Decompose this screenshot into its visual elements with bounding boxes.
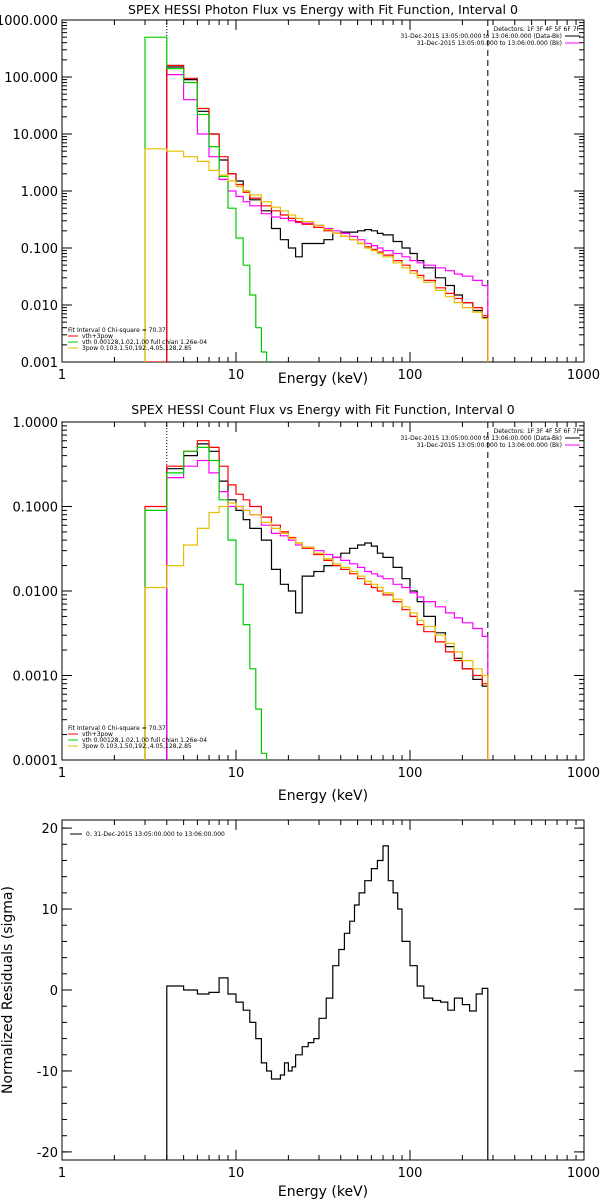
legend-top: 0. 31-Dec-2015 13:05:00.000 to 13:06:00.… <box>70 831 225 838</box>
data-series-group <box>144 20 489 362</box>
data-series-group <box>144 422 489 760</box>
y-tick-label: 100.000 <box>4 71 58 86</box>
legend-header: Fit Interval 0 Chi-square = 70.37 <box>68 725 166 732</box>
series-line-3pow <box>144 502 489 760</box>
y-tick-label: 0.1000 <box>13 501 59 516</box>
legend-entry-text: 31-Dec-2015 13:05:00.000 to 13:06:00.000… <box>417 40 562 47</box>
legend-entry-text: 31-Dec-2015 13:05:00.000 to 13:06:00.000… <box>400 33 562 40</box>
plot-frame <box>61 819 585 1161</box>
x-tick-label: 100 <box>398 1166 423 1181</box>
y-tick-label: 0.100 <box>21 242 58 257</box>
chart-title: SPEX HESSI Photon Flux vs Energy with Fi… <box>128 2 518 17</box>
y-tick-label: 0.010 <box>21 299 58 314</box>
series-line-data-bk <box>166 66 489 362</box>
chart-panel-3: 1 10 100 1000 -20 -10 0 10 20 Energy (keV) Normali… <box>0 819 600 1200</box>
y-tick-label: -10 <box>37 1065 58 1080</box>
plot-frame <box>61 19 585 363</box>
x-tick-label: 1 <box>58 766 66 781</box>
y-tick-label: 1.0000 <box>13 416 59 431</box>
series-line-vth <box>144 36 268 362</box>
legend-entry-text: 31-Dec-2015 13:05:00.000 to 13:06:00.000… <box>400 435 562 442</box>
chart-panel-1: SPEX HESSI Photon Flux vs Energy with Fi… <box>0 2 600 387</box>
x-axis-label: Energy (keV) <box>278 371 368 387</box>
legend-bottom: Fit Interval 0 Chi-square = 70.37vth+3po… <box>68 725 207 750</box>
series-line-bk <box>166 74 489 362</box>
x-axis-label: Energy (keV) <box>278 788 368 804</box>
x-tick-label: 1000 <box>567 1166 600 1181</box>
y-axis-label: Normalized Residuals (sigma) <box>0 886 16 1094</box>
x-tick-label: 1000 <box>567 368 600 383</box>
y-tick-label: 10 <box>41 903 58 918</box>
y-tick-label: 1000.000 <box>0 14 58 29</box>
legend-entry-text: 31-Dec-2015 13:05:00.000 to 13:06:00.000… <box>417 442 562 449</box>
data-series-group <box>166 845 489 1160</box>
chart-panel-2: SPEX HESSI Count Flux vs Energy with Fit… <box>13 402 600 804</box>
plot-frame <box>61 421 585 761</box>
x-tick-label: 100 <box>398 766 423 781</box>
legend-header: Detectors: 1F 3F 4F 5F 6F 7F <box>494 428 581 435</box>
legend-entry-text: 3pow 0.103,1.50,192.,4.05,128,2.85 <box>82 345 192 352</box>
x-tick-label: 10 <box>228 766 245 781</box>
legend-entry-text: 0. 31-Dec-2015 13:05:00.000 to 13:06:00.… <box>86 831 225 838</box>
series-line-3pow <box>144 148 489 362</box>
series-line-bk <box>166 459 489 760</box>
legend-header: Detectors: 1F 3F 4F 5F 6F 7F <box>494 26 581 33</box>
x-axis-label: Energy (keV) <box>278 1184 368 1200</box>
x-tick-label: 1000 <box>567 766 600 781</box>
x-tick-label: 10 <box>228 1166 245 1181</box>
legend-top: Detectors: 1F 3F 4F 5F 6F 7F31-Dec-2015 … <box>400 26 580 47</box>
chart-title: SPEX HESSI Count Flux vs Energy with Fit… <box>131 402 514 417</box>
legend-header: Fit Interval 0 Chi-square = 70.37 <box>68 327 166 334</box>
y-tick-label: 0.0010 <box>13 670 59 685</box>
y-tick-label: 10.000 <box>13 128 59 143</box>
series-line-vth-3pow <box>145 64 489 362</box>
y-tick-label: 0.0100 <box>13 585 59 600</box>
legend-entry-text: vth+3pow <box>82 731 113 738</box>
legend-bottom: Fit Interval 0 Chi-square = 70.37vth+3po… <box>68 327 207 352</box>
y-tick-label: -20 <box>37 1146 58 1161</box>
series-line-data-bk <box>166 443 489 760</box>
y-tick-label: 0.001 <box>21 356 58 371</box>
series-line-residuals <box>166 845 489 1160</box>
x-tick-label: 100 <box>398 368 423 383</box>
legend-top: Detectors: 1F 3F 4F 5F 6F 7F31-Dec-2015 … <box>400 428 580 449</box>
x-tick-label: 1 <box>58 368 66 383</box>
y-tick-label: 20 <box>41 822 58 837</box>
series-line-vth <box>144 446 268 760</box>
y-tick-label: 0.0001 <box>13 754 59 769</box>
y-tick-label: 1.000 <box>21 185 58 200</box>
x-tick-label: 10 <box>228 368 245 383</box>
legend-entry-text: 3pow 0.103,1.50,192.,4.05,128,2.85 <box>82 743 192 750</box>
legend-entry-text: vth+3pow <box>82 333 113 340</box>
x-tick-label: 1 <box>58 1166 66 1181</box>
legend-entry-text: vth 0.00128,1.02,1.00 full chian 1.26e-0… <box>82 339 207 346</box>
y-tick-label: 0 <box>50 984 58 999</box>
legend-entry-text: vth 0.00128,1.02,1.00 full chian 1.26e-0… <box>82 737 207 744</box>
series-line-vth-3pow <box>144 440 489 760</box>
